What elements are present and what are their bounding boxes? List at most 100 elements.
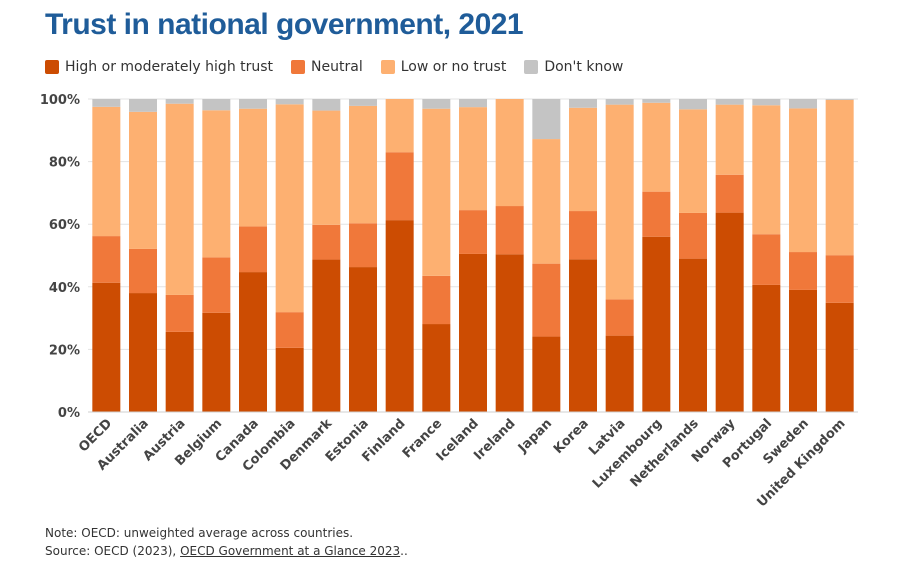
bar-segment — [92, 106, 121, 237]
bar-segment — [789, 108, 817, 253]
legend-swatch — [380, 60, 395, 74]
y-tick-label: 60% — [49, 218, 80, 233]
bar-segment — [312, 110, 341, 225]
bar-segment — [275, 104, 304, 313]
bar-segment — [715, 104, 744, 175]
bar-segment — [202, 110, 231, 258]
bar-segment — [312, 99, 341, 111]
note-text: Note: OECD: unweighted average across co… — [45, 526, 354, 540]
bar-segment — [825, 99, 854, 100]
source-line: Source: OECD (2023), OECD Government at … — [45, 542, 408, 560]
bar-segment — [752, 105, 781, 235]
bar-segment — [349, 223, 377, 268]
bar-segment — [459, 107, 487, 211]
bar-segment — [385, 220, 414, 412]
bar-segment — [715, 99, 744, 105]
bar-segment — [605, 104, 634, 300]
bar-segment — [642, 191, 671, 237]
bar-segment — [495, 99, 524, 207]
bar-segment — [129, 99, 157, 112]
bar-segment — [422, 324, 451, 412]
bar-segment — [459, 210, 487, 254]
legend: High or moderately high trust Neutral Low … — [45, 59, 623, 75]
legend-item: High or moderately high trust — [45, 59, 273, 75]
bar-segment — [752, 284, 781, 412]
bar-segment — [129, 293, 157, 412]
stacked-bar-chart: 0%20%40%60%80%100%OECDAustraliaAustriaBe… — [40, 93, 858, 510]
bar-segment — [92, 99, 121, 107]
bar-segment — [129, 248, 157, 294]
bar-segment — [239, 99, 267, 109]
bar-segment — [239, 226, 267, 273]
bar-segment — [349, 99, 377, 106]
y-tick-label: 80% — [49, 156, 80, 171]
bar-segment — [92, 236, 121, 283]
bar-segment — [825, 302, 854, 412]
bar-segment — [715, 174, 744, 213]
bar-segment — [129, 111, 157, 249]
bar-segment — [569, 259, 597, 412]
bar-segment — [275, 347, 304, 412]
bar-segment — [715, 212, 744, 412]
bar-segment — [92, 282, 121, 412]
legend-swatch — [524, 60, 539, 74]
bar-segment — [275, 99, 304, 105]
bar-segment — [605, 299, 634, 336]
bar-segment — [312, 259, 341, 412]
bar-segment — [422, 108, 451, 276]
bar-segment — [642, 99, 671, 103]
legend-item: Low or no trust — [380, 59, 506, 75]
x-tick-label: Japan — [515, 416, 555, 456]
legend-item: Don't know — [524, 59, 623, 75]
bar-segment — [532, 99, 561, 140]
bar-segment — [349, 105, 377, 224]
bar-segment — [239, 272, 267, 412]
source-suffix: .. — [400, 544, 408, 558]
bar-segment — [789, 289, 817, 412]
bar-segment — [679, 212, 707, 259]
bar-segment — [202, 99, 231, 111]
bar-segment — [202, 257, 231, 313]
source-link[interactable]: OECD Government at a Glance 2023 — [180, 544, 401, 558]
y-tick-label: 0% — [58, 406, 80, 421]
bar-segment — [165, 331, 194, 412]
bar-segment — [165, 294, 194, 332]
bar-segment — [202, 312, 231, 412]
bar-segment — [532, 263, 561, 337]
bar-segment — [532, 139, 561, 264]
bar-segment — [569, 107, 597, 212]
bar-segment — [569, 99, 597, 108]
y-tick-label: 100% — [40, 93, 80, 108]
bar-segment — [275, 312, 304, 348]
bar-segment — [385, 152, 414, 221]
legend-label: High or moderately high trust — [65, 59, 274, 75]
bar-segment — [459, 99, 487, 108]
bar-segment — [422, 99, 451, 109]
source-prefix: Source: OECD (2023), — [45, 544, 181, 558]
bar-segment — [752, 234, 781, 285]
bar-segment — [679, 258, 707, 412]
legend-label: Neutral — [311, 59, 363, 75]
bar-segment — [165, 103, 194, 295]
bar-segment — [789, 252, 817, 290]
bar-segment — [752, 99, 781, 106]
bar-segment — [165, 99, 194, 104]
bar-segment — [495, 206, 524, 255]
bar-segment — [385, 99, 414, 153]
bar-segment — [825, 99, 854, 256]
bar-segment — [679, 109, 707, 213]
legend-label: Don't know — [544, 59, 624, 75]
bar-segment — [495, 254, 524, 412]
y-tick-label: 20% — [49, 343, 80, 358]
bar-segment — [679, 99, 707, 110]
bar-segment — [422, 275, 451, 325]
bar-segment — [239, 108, 267, 227]
bar-segment — [642, 102, 671, 192]
legend-swatch — [291, 60, 306, 74]
bar-segment — [569, 211, 597, 260]
bar-segment — [532, 336, 561, 412]
bar-segment — [349, 267, 377, 412]
legend-swatch — [45, 60, 59, 74]
chart-title: Trust in national government, 2021 — [45, 8, 524, 41]
bar-segment — [605, 335, 634, 412]
